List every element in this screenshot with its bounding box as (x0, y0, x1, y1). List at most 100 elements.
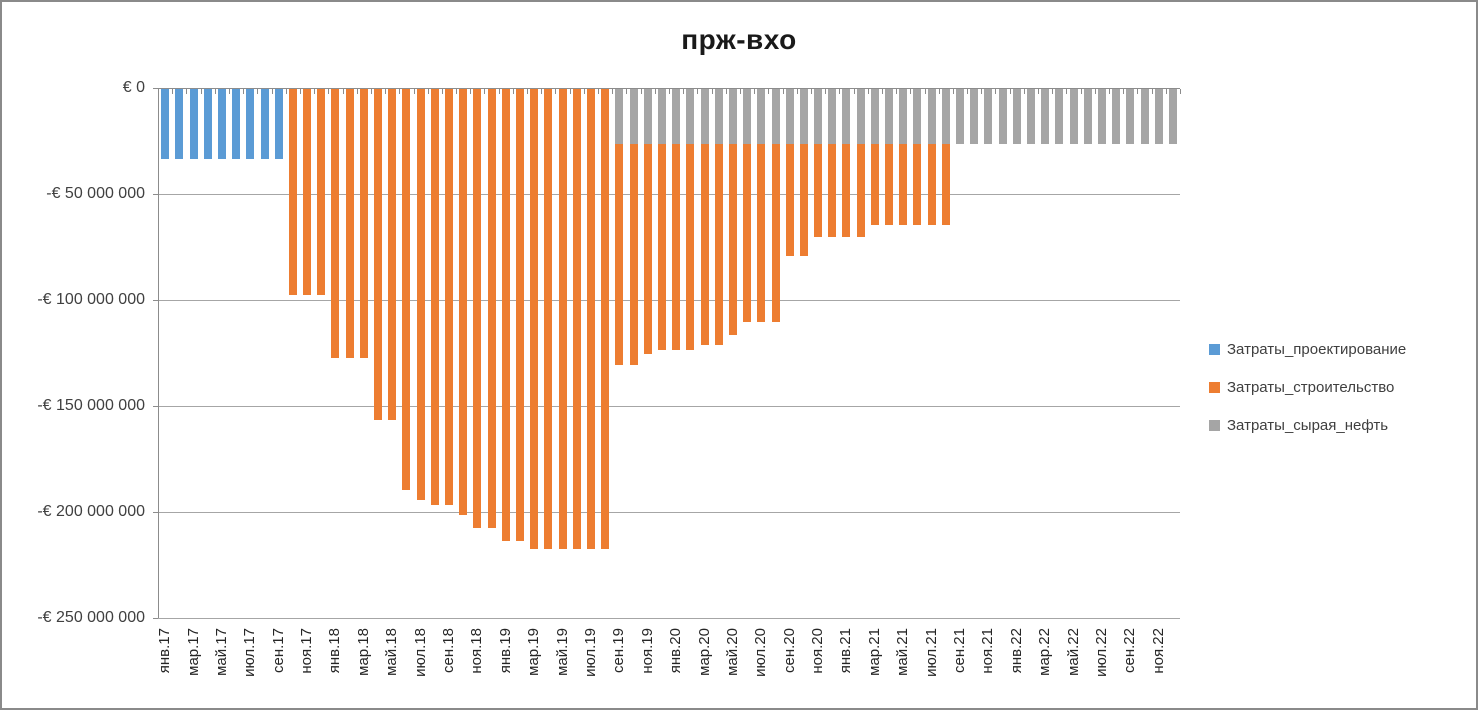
bar-segment-Затраты_строительство[interactable] (445, 89, 453, 505)
bar-segment-Затраты_сырая_нефть[interactable] (757, 89, 766, 145)
bar-segment-Затраты_сырая_нефть[interactable] (1154, 89, 1163, 145)
bar-segment-Затраты_сырая_нефть[interactable] (1097, 89, 1106, 145)
bar-segment-Затраты_проектирование[interactable] (203, 89, 212, 159)
bar-segment-Затраты_строительство[interactable] (402, 89, 411, 490)
bar-segment-Затраты_строительство[interactable] (842, 144, 851, 238)
bar-segment-Затраты_строительство[interactable] (927, 144, 936, 225)
bar-segment-Затраты_строительство[interactable] (331, 89, 340, 359)
bar-segment-Затраты_строительство[interactable] (615, 144, 624, 365)
bar-segment-Затраты_сырая_нефть[interactable] (1041, 89, 1050, 145)
legend-item-syraya-neft[interactable]: Затраты_сырая_нефть (1209, 414, 1406, 436)
bar-segment-Затраты_сырая_нефть[interactable] (714, 89, 723, 145)
bar-segment-Затраты_строительство[interactable] (430, 89, 439, 505)
bar-segment-Затраты_сырая_нефть[interactable] (743, 89, 752, 145)
bar-segment-Затраты_сырая_нефть[interactable] (814, 89, 822, 145)
bar-segment-Затраты_строительство[interactable] (586, 89, 595, 549)
bar-segment-Затраты_сырая_нефть[interactable] (1069, 89, 1078, 145)
bar-segment-Затраты_строительство[interactable] (714, 144, 723, 346)
bar-segment-Затраты_сырая_нефть[interactable] (885, 89, 893, 145)
bar-segment-Затраты_строительство[interactable] (601, 89, 610, 549)
bar-segment-Затраты_сырая_нефть[interactable] (899, 89, 908, 145)
bar-segment-Затраты_строительство[interactable] (814, 144, 822, 238)
bar-segment-Затраты_сырая_нефть[interactable] (728, 89, 737, 145)
bar-segment-Затраты_сырая_нефть[interactable] (998, 89, 1007, 145)
bar-segment-Затраты_строительство[interactable] (743, 144, 752, 323)
bar-segment-Затраты_сырая_нефть[interactable] (1055, 89, 1064, 145)
bar-segment-Затраты_сырая_нефть[interactable] (771, 89, 780, 145)
bar-segment-Затраты_строительство[interactable] (288, 89, 297, 295)
bar-segment-Затраты_сырая_нефть[interactable] (799, 89, 808, 145)
bar-segment-Затраты_сырая_нефть[interactable] (1140, 89, 1149, 145)
bar-segment-Затраты_проектирование[interactable] (274, 89, 283, 159)
bar-segment-Затраты_сырая_нефть[interactable] (1027, 89, 1035, 145)
bar-segment-Затраты_строительство[interactable] (870, 144, 879, 225)
bar-segment-Затраты_сырая_нефть[interactable] (1083, 89, 1092, 145)
bar-segment-Затраты_сырая_нефть[interactable] (1168, 89, 1177, 145)
bar-segment-Затраты_строительство[interactable] (303, 89, 311, 295)
bar-segment-Затраты_строительство[interactable] (558, 89, 567, 549)
bar-segment-Затраты_строительство[interactable] (700, 144, 709, 346)
bar-segment-Затраты_строительство[interactable] (487, 89, 496, 528)
bar-segment-Затраты_проектирование[interactable] (189, 89, 198, 159)
bar-segment-Затраты_сырая_нефть[interactable] (1012, 89, 1021, 145)
bar-segment-Затраты_строительство[interactable] (785, 144, 794, 257)
bar-segment-Затраты_сырая_нефть[interactable] (672, 89, 681, 145)
bar-segment-Затраты_строительство[interactable] (657, 144, 666, 350)
bar-segment-Затраты_сырая_нефть[interactable] (842, 89, 851, 145)
bar-segment-Затраты_проектирование[interactable] (217, 89, 226, 159)
bar-segment-Затраты_строительство[interactable] (799, 144, 808, 257)
bar-segment-Затраты_сырая_нефть[interactable] (956, 89, 964, 145)
bar-segment-Затраты_проектирование[interactable] (161, 89, 170, 159)
bar-segment-Затраты_сырая_нефть[interactable] (970, 89, 979, 145)
bar-segment-Затраты_строительство[interactable] (885, 144, 893, 225)
bar-segment-Затраты_строительство[interactable] (828, 144, 837, 238)
bar-segment-Затраты_строительство[interactable] (317, 89, 326, 295)
bar-segment-Затраты_сырая_нефть[interactable] (657, 89, 666, 145)
bar-segment-Затраты_строительство[interactable] (941, 144, 950, 225)
legend-item-stroitelstvo[interactable]: Затраты_строительство (1209, 376, 1406, 398)
bar-segment-Затраты_сырая_нефть[interactable] (643, 89, 652, 145)
bar-segment-Затраты_строительство[interactable] (374, 89, 382, 420)
legend-item-proektirovanie[interactable]: Затраты_проектирование (1209, 338, 1406, 360)
bar-segment-Затраты_строительство[interactable] (728, 144, 737, 335)
bar-segment-Затраты_строительство[interactable] (359, 89, 368, 359)
bar-segment-Затраты_сырая_нефть[interactable] (927, 89, 936, 145)
bar-segment-Затраты_сырая_нефть[interactable] (1126, 89, 1135, 145)
bar-segment-Затраты_сырая_нефть[interactable] (856, 89, 865, 145)
bar-segment-Затраты_строительство[interactable] (473, 89, 482, 528)
bar-segment-Затраты_сырая_нефть[interactable] (615, 89, 624, 145)
bar-segment-Затраты_строительство[interactable] (544, 89, 553, 549)
bar-segment-Затраты_строительство[interactable] (856, 144, 865, 238)
bar-segment-Затраты_проектирование[interactable] (246, 89, 255, 159)
bar-segment-Затраты_строительство[interactable] (459, 89, 468, 516)
bar-segment-Затраты_строительство[interactable] (530, 89, 539, 549)
bar-segment-Затраты_строительство[interactable] (501, 89, 510, 541)
bar-segment-Затраты_строительство[interactable] (757, 144, 766, 323)
bar-segment-Затраты_сырая_нефть[interactable] (984, 89, 993, 145)
bar-segment-Затраты_строительство[interactable] (643, 144, 652, 354)
bar-segment-Затраты_сырая_нефть[interactable] (629, 89, 638, 145)
bar-segment-Затраты_строительство[interactable] (899, 144, 908, 225)
bar-segment-Затраты_строительство[interactable] (913, 144, 922, 225)
bar-segment-Затраты_строительство[interactable] (672, 144, 681, 350)
bar-segment-Затраты_строительство[interactable] (345, 89, 354, 359)
bar-segment-Затраты_сырая_нефть[interactable] (913, 89, 922, 145)
bar-segment-Затраты_строительство[interactable] (388, 89, 397, 420)
bar-segment-Затраты_сырая_нефть[interactable] (1112, 89, 1121, 145)
bar-segment-Затраты_строительство[interactable] (572, 89, 581, 549)
bar-segment-Затраты_сырая_нефть[interactable] (870, 89, 879, 145)
bar-segment-Затраты_строительство[interactable] (771, 144, 780, 323)
bar-segment-Затраты_сырая_нефть[interactable] (686, 89, 695, 145)
bar-segment-Затраты_сырая_нефть[interactable] (828, 89, 837, 145)
bar-segment-Затраты_строительство[interactable] (629, 144, 638, 365)
bar-segment-Затраты_строительство[interactable] (516, 89, 524, 541)
bar-segment-Затраты_сырая_нефть[interactable] (785, 89, 794, 145)
bar-segment-Затраты_строительство[interactable] (416, 89, 425, 501)
bar-segment-Затраты_сырая_нефть[interactable] (700, 89, 709, 145)
bar-segment-Затраты_сырая_нефть[interactable] (941, 89, 950, 145)
bar-segment-Затраты_проектирование[interactable] (232, 89, 241, 159)
chart-title[interactable]: прж-вхо (681, 24, 797, 55)
bar-segment-Затраты_проектирование[interactable] (260, 89, 269, 159)
bar-segment-Затраты_проектирование[interactable] (175, 89, 184, 159)
bar-segment-Затраты_строительство[interactable] (686, 144, 695, 350)
